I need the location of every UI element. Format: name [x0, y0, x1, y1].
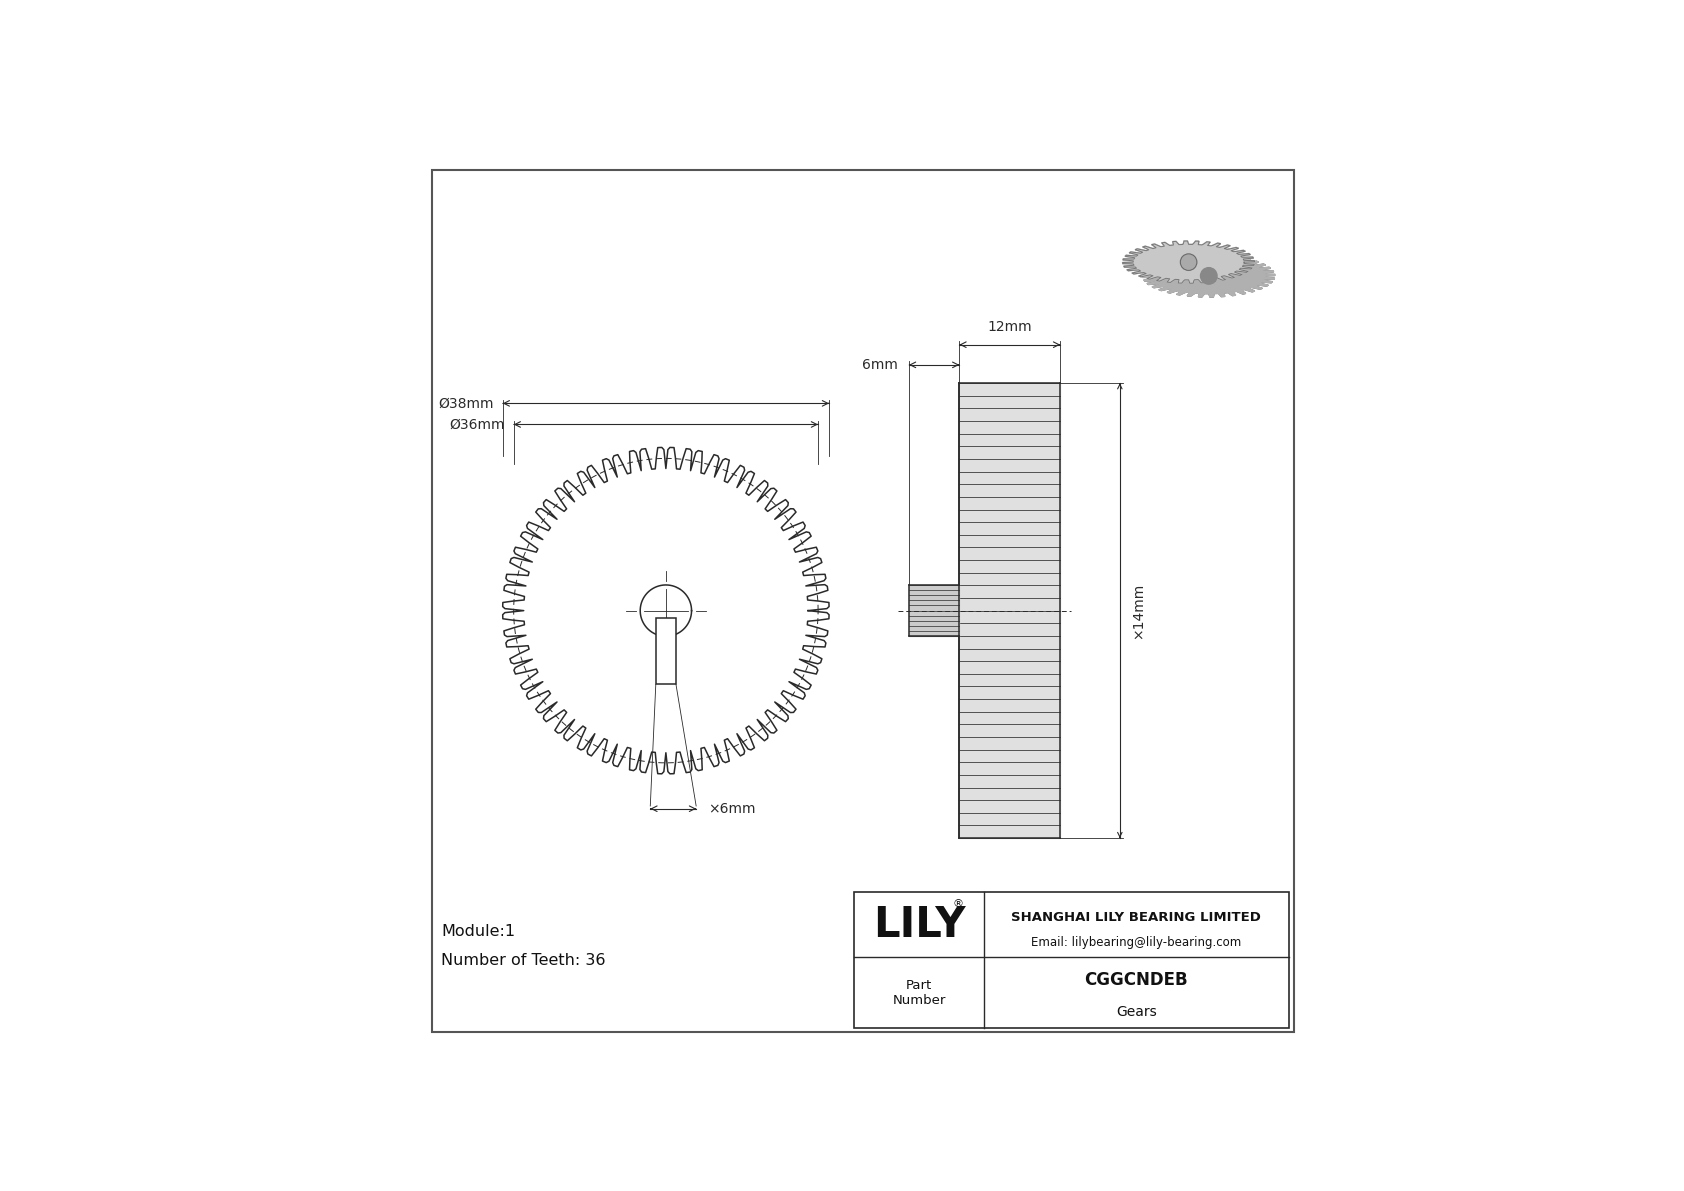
Text: Ø38mm: Ø38mm [438, 397, 493, 411]
Text: ×14mm: ×14mm [1132, 582, 1145, 638]
Bar [854, 892, 1288, 1028]
Text: CGGCNDEB: CGGCNDEB [1084, 972, 1189, 990]
Text: Gears: Gears [1116, 1004, 1157, 1018]
Circle shape [1180, 254, 1197, 270]
Polygon shape [1143, 255, 1275, 297]
Text: Part
Number: Part Number [893, 979, 946, 1006]
Text: ×6mm: ×6mm [707, 802, 756, 816]
Polygon shape [1123, 241, 1255, 283]
Text: LILY: LILY [872, 904, 965, 946]
Text: Module:1: Module:1 [441, 924, 515, 939]
Text: Email: lilybearing@lily-bearing.com: Email: lilybearing@lily-bearing.com [1031, 936, 1241, 949]
Text: ®: ® [951, 899, 963, 910]
Polygon shape [1123, 241, 1275, 297]
Circle shape [1201, 268, 1218, 285]
Bar [655, 618, 675, 685]
Polygon shape [909, 585, 960, 636]
Text: SHANGHAI LILY BEARING LIMITED: SHANGHAI LILY BEARING LIMITED [1012, 911, 1261, 924]
Text: Number of Teeth: 36: Number of Teeth: 36 [441, 954, 606, 968]
Text: 12mm: 12mm [987, 319, 1032, 333]
Text: 6mm: 6mm [862, 357, 898, 372]
Polygon shape [960, 384, 1061, 838]
Text: Ø36mm: Ø36mm [450, 418, 505, 431]
